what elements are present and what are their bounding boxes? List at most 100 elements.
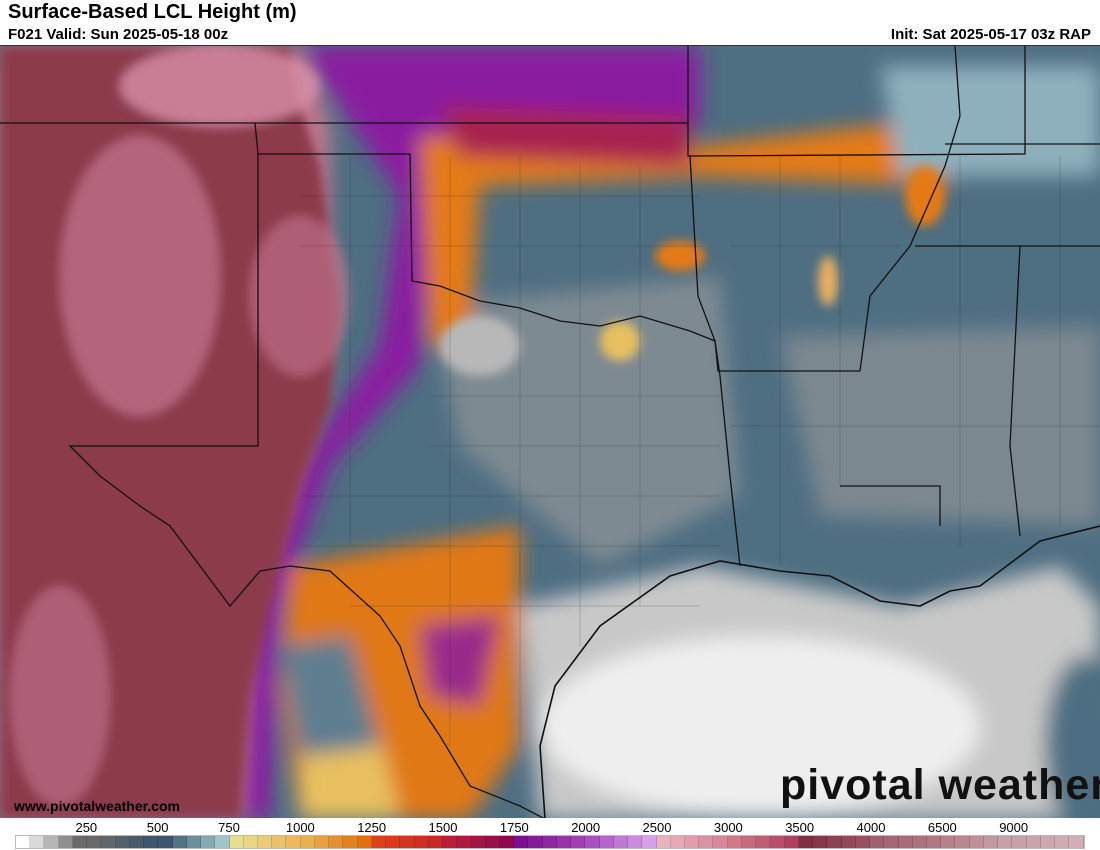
colorbar-cell [613,836,629,848]
colorbar-cell [841,836,856,848]
colorbar-tick-label: 9000 [999,820,1029,835]
valid-time: F021 Valid: Sun 2025-05-18 00z [8,26,229,43]
colorbar-tick-label: 2000 [571,820,601,835]
field-pink-ks [120,46,320,126]
field-maroon-north [440,106,690,166]
colorbar-cell [1069,836,1084,848]
map-title: Surface-Based LCL Height (m) [8,1,297,23]
colorbar-cell [1012,836,1027,848]
colorbar-cell [727,836,742,848]
colorbar-cell [357,836,372,848]
coastline [539,525,1100,819]
colorbar-cell [300,836,315,848]
colorbar-cell [628,836,643,848]
colorbar-cell [286,836,301,848]
colorbar-cell [485,836,500,848]
colorbar-cell [699,836,714,848]
border-la-north [840,485,941,526]
colorbar-cell [44,836,59,848]
colorbar-cell [685,836,700,848]
colorbar-cell [571,836,586,848]
colorbar-tick-label: 250 [75,820,98,835]
colorbar-cell [172,836,187,848]
colorbar-cell [713,836,728,848]
colorbar-cell [457,836,472,848]
border-ms-east [915,245,1021,537]
border-tx-panhandle [254,122,716,342]
colorbar-cell [656,836,671,848]
field-orange-ok [655,241,705,271]
header: Surface-Based LCL Height (m) F021 Valid:… [0,0,1100,45]
colorbar-cell [556,836,572,848]
field-orange-ar [905,166,945,226]
colorbar-cell [784,836,799,848]
colorbar-cell [371,836,387,848]
colorbar-cell [927,836,942,848]
colorbar-cell [542,836,557,848]
website-url: www.pivotalweather.com [14,798,180,814]
field-pink-nm [60,136,220,416]
colorbar-cell [1055,836,1070,848]
field-lightblue-east [880,66,1100,176]
colorbar-cell [72,836,88,848]
colorbar-cell [414,836,429,848]
colorbar-cell [443,836,458,848]
colorbar-cell [257,836,273,848]
border-ks-mo [687,46,1026,157]
colorbar-cell [585,836,600,848]
colorbar-tick-label: 1250 [357,820,387,835]
colorbar-cell [58,836,73,848]
state-borders [0,46,1100,819]
colorbar-tick-label: 3500 [785,820,815,835]
colorbar-cell [186,836,202,848]
colorbar-cell [144,836,159,848]
colorbar-cell [756,836,771,848]
colorbar-cell [158,836,173,848]
field-bluegray-gulf-east [1045,656,1100,819]
colorbar-cell [827,836,842,848]
colorbar-cell [528,836,543,848]
border-ms [859,46,961,372]
colorbar-cell [329,836,344,848]
colorbar-cell [386,836,401,848]
border-tx-la [714,340,741,567]
county-borders [300,156,1100,746]
colorbar-cell [229,836,244,848]
colorbar-tick-label: 750 [218,820,240,835]
field-yellow-la [818,256,838,306]
field-purple-rgv [420,616,500,706]
colorbar-cell [201,836,216,848]
field-lightgray-tx [440,316,520,376]
colorbar-tick-label: 1500 [428,820,458,835]
colorbar-tick-label: 1750 [499,820,529,835]
colorbar-cell [884,836,899,848]
weather-map[interactable] [0,45,1100,819]
colorbar-cell [599,836,614,848]
colorbar-cell [912,836,927,848]
field-orange-north [420,116,960,346]
field-pink-sw [10,586,110,806]
colorbar-cell [471,836,486,848]
field-pink-nm2 [250,216,350,376]
colorbar-cell [499,836,515,848]
field-bluegray-bigbend [280,636,380,756]
colorbar-cell [770,836,785,848]
colorbar-tick-label: 4000 [856,820,886,835]
colorbar-cell [1040,836,1056,848]
colorbar-cell [855,836,871,848]
colorbar-cell [898,836,913,848]
field-gulf-light [540,636,980,816]
colorbar-cell [215,836,230,848]
colorbar-cell [983,836,999,848]
colorbar-tick-label: 1000 [285,820,315,835]
colorbar-cell [343,836,358,848]
pivotal-weather-logo: pivotal weather [780,761,1100,809]
colorbar-cell [101,836,116,848]
colorbar-cell [16,836,31,848]
colorbar-tick-label: 3000 [713,820,743,835]
colorbar-tick-label: 2500 [642,820,672,835]
colorbar-cell [998,836,1013,848]
colorbar-cell [741,836,757,848]
colorbar-cell [129,836,145,848]
field-yellow-south [300,736,400,819]
